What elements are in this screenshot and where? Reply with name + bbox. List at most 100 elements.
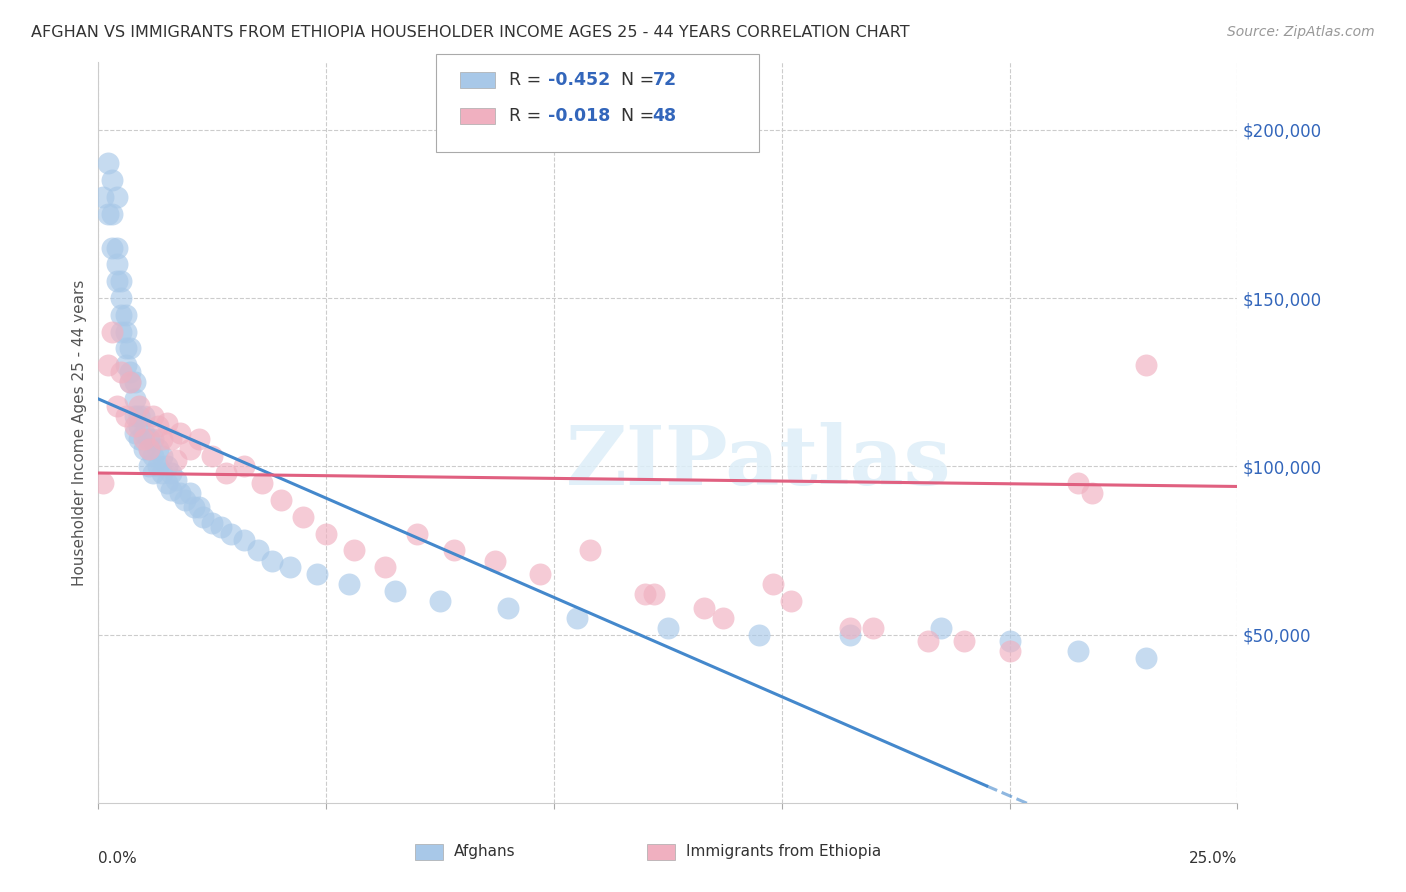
Point [101, 240, 124, 255]
Point [150, 466, 173, 480]
Point [711, 610, 734, 624]
Point [110, 325, 132, 339]
Point [219, 526, 242, 541]
Point [132, 442, 155, 457]
Point [917, 634, 939, 648]
Point [128, 409, 150, 423]
Point [110, 274, 132, 288]
Point [101, 325, 124, 339]
Point [114, 409, 136, 423]
Text: Immigrants from Ethiopia: Immigrants from Ethiopia [686, 845, 882, 859]
Point [156, 476, 179, 491]
Point [187, 500, 209, 514]
Point [862, 621, 884, 635]
Point [342, 543, 364, 558]
Point [128, 418, 150, 433]
Point [138, 442, 160, 457]
Point [124, 418, 146, 433]
Point [124, 375, 146, 389]
Point [165, 452, 187, 467]
Point [998, 644, 1021, 658]
Point [156, 416, 179, 430]
Point [142, 466, 165, 480]
Point [160, 433, 183, 447]
Text: Source: ZipAtlas.com: Source: ZipAtlas.com [1227, 25, 1375, 39]
Point [110, 291, 132, 305]
Point [201, 449, 224, 463]
Point [374, 560, 396, 574]
Point [429, 594, 451, 608]
Point [101, 173, 124, 187]
Point [384, 583, 406, 598]
Point [114, 325, 136, 339]
Point [953, 634, 976, 648]
Text: 0.0%: 0.0% [98, 851, 138, 866]
Point [579, 543, 602, 558]
Text: AFGHAN VS IMMIGRANTS FROM ETHIOPIA HOUSEHOLDER INCOME AGES 25 - 44 YEARS CORRELA: AFGHAN VS IMMIGRANTS FROM ETHIOPIA HOUSE… [31, 25, 910, 40]
Point [307, 566, 329, 581]
Point [233, 459, 256, 474]
Point [183, 500, 205, 514]
Text: 72: 72 [652, 71, 676, 89]
Point [105, 190, 128, 204]
Text: -0.452: -0.452 [548, 71, 610, 89]
Point [169, 425, 191, 440]
Point [215, 466, 238, 480]
Text: Afghans: Afghans [454, 845, 516, 859]
Point [657, 621, 679, 635]
Point [278, 560, 301, 574]
Text: N =: N = [610, 71, 659, 89]
Point [114, 342, 136, 356]
Point [146, 442, 169, 457]
Point [138, 459, 160, 474]
Point [193, 509, 215, 524]
Point [565, 610, 588, 624]
Point [120, 365, 142, 379]
Point [101, 207, 124, 221]
Point [96, 156, 118, 170]
Point [138, 433, 160, 447]
Point [252, 476, 274, 491]
Point [91, 476, 114, 491]
Point [120, 342, 142, 356]
Point [179, 442, 201, 457]
Point [174, 492, 197, 507]
Point [124, 409, 146, 423]
Point [146, 418, 169, 433]
Point [1135, 359, 1157, 373]
Point [529, 566, 551, 581]
Point [443, 543, 465, 558]
Point [292, 509, 315, 524]
Point [643, 587, 665, 601]
Point [1080, 486, 1102, 500]
Point [160, 483, 183, 497]
Point [128, 433, 150, 447]
Point [498, 600, 520, 615]
Point [270, 492, 292, 507]
Point [146, 459, 169, 474]
Point [839, 621, 862, 635]
Point [748, 627, 770, 641]
Point [142, 433, 165, 447]
Text: R =: R = [509, 107, 547, 125]
Point [110, 365, 132, 379]
Text: R =: R = [509, 71, 547, 89]
Point [96, 207, 118, 221]
Point [929, 621, 952, 635]
Point [779, 594, 801, 608]
Point [634, 587, 657, 601]
Point [169, 486, 191, 500]
Text: 25.0%: 25.0% [1189, 851, 1237, 866]
Point [187, 433, 209, 447]
Point [260, 553, 283, 567]
Point [150, 449, 173, 463]
Point [110, 308, 132, 322]
Point [315, 526, 337, 541]
Point [839, 627, 862, 641]
Point [105, 399, 128, 413]
Point [132, 425, 155, 440]
Point [998, 634, 1021, 648]
Point [120, 375, 142, 389]
Point [91, 190, 114, 204]
Point [209, 520, 232, 534]
